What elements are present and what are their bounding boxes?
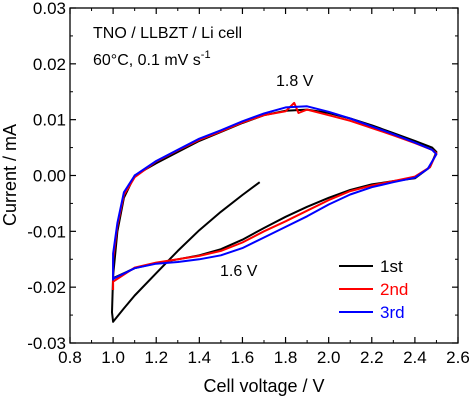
legend-label-1: 1st — [380, 257, 403, 276]
x-tick-label: 0.8 — [58, 348, 82, 367]
x-tick-label: 1.4 — [188, 348, 212, 367]
y-axis-title: Current / mA — [0, 124, 20, 226]
y-tick-label: -0.03 — [27, 334, 66, 353]
x-tick-label: 2.0 — [317, 348, 341, 367]
x-tick-label: 1.2 — [144, 348, 168, 367]
y-tick-label: -0.01 — [27, 222, 66, 241]
x-tick-label: 1.6 — [231, 348, 255, 367]
x-tick-label: 2.4 — [403, 348, 427, 367]
y-tick-label: 0.01 — [33, 111, 66, 130]
x-tick-label: 1.0 — [101, 348, 125, 367]
legend-label-3: 3rd — [380, 303, 405, 322]
y-tick-label: 0.03 — [33, 0, 66, 18]
y-tick-label: -0.02 — [27, 278, 66, 297]
axis-ticks — [69, 7, 459, 344]
tick-labels: 0.8 1.0 1.2 1.4 1.6 1.8 2.0 2.2 2.4 2.6 -0.03 -0.02… — [27, 0, 469, 367]
annotation-cell-info: TNO / LLBZT / Li cell — [93, 25, 242, 42]
series-line-3 — [112, 105, 438, 281]
legend-label-2: 2nd — [380, 280, 408, 299]
annotation-conditions-main: 60°C, 0.1 mV s — [93, 52, 201, 69]
x-axis-title: Cell voltage / V — [203, 376, 324, 396]
x-tick-label: 1.8 — [274, 348, 298, 367]
legend: 1st 2nd 3rd — [339, 257, 408, 322]
annotation-conditions-superscript: -1 — [201, 49, 211, 61]
x-tick-label: 2.2 — [360, 348, 384, 367]
peak-label-oxidation: 1.8 V — [276, 73, 314, 90]
x-tick-label: 2.6 — [446, 348, 469, 367]
y-tick-label: 0.00 — [33, 167, 66, 186]
series-line-1 — [111, 108, 438, 323]
series-layer — [111, 101, 438, 323]
peak-label-reduction: 1.6 V — [220, 263, 258, 280]
y-tick-label: 0.02 — [33, 55, 66, 74]
annotation-conditions: 60°C, 0.1 mV s-1 — [93, 49, 211, 69]
